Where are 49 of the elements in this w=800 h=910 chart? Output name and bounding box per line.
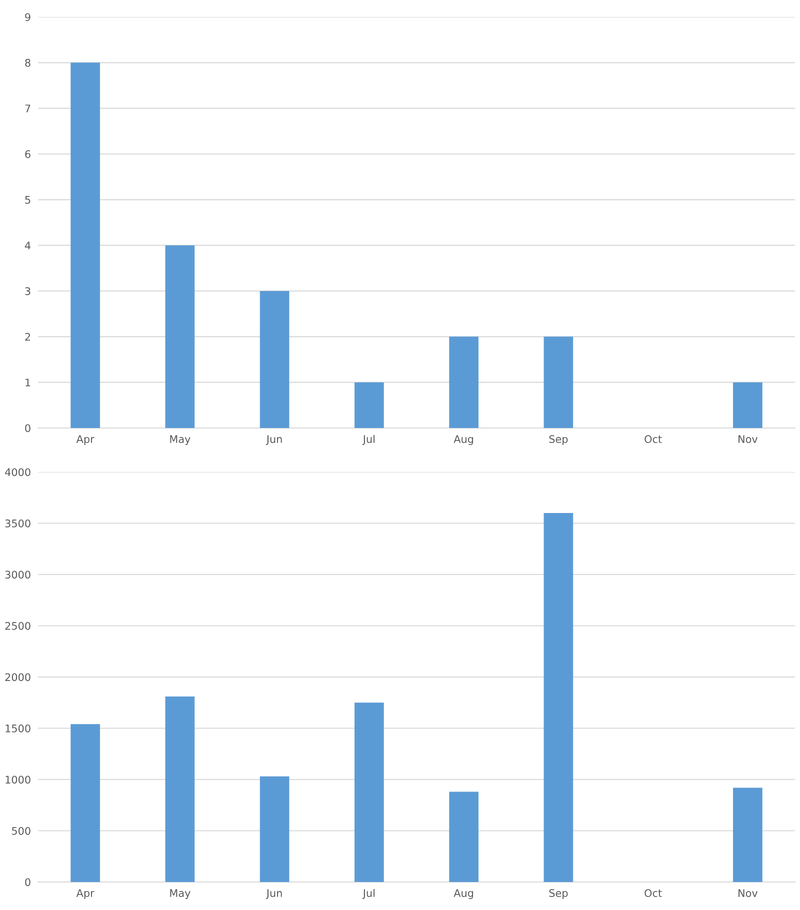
y-tick-label: 3500 <box>5 519 30 528</box>
bar <box>449 336 478 428</box>
x-tick-label: Oct <box>644 435 662 444</box>
y-tick-label: 0 <box>25 424 30 432</box>
x-tick-label: Jun <box>266 435 282 445</box>
x-tick-label: Aug <box>454 435 474 446</box>
y-tick-label: 8 <box>25 58 30 67</box>
y-tick-label: 1000 <box>6 776 30 784</box>
x-tick-label: May <box>170 435 190 446</box>
bar <box>544 513 574 882</box>
y-tick-label: 0 <box>25 878 30 886</box>
x-tick-label: Apr <box>76 889 94 900</box>
y-tick-label: 2500 <box>5 622 30 630</box>
bar <box>733 382 762 428</box>
bar <box>354 702 384 882</box>
bar <box>260 291 290 428</box>
y-tick-label: 2000 <box>5 673 30 682</box>
bar <box>449 792 478 882</box>
bar <box>733 788 762 882</box>
y-tick-label: 3000 <box>5 570 30 579</box>
x-tick-label: Jul <box>362 434 374 445</box>
bar <box>70 62 100 428</box>
y-tick-label: 3 <box>25 287 30 296</box>
x-tick-label: Aug <box>454 889 474 900</box>
bar <box>165 696 195 882</box>
x-tick-label: Apr <box>76 435 94 446</box>
y-tick-label: 4000 <box>5 468 30 476</box>
bar <box>260 776 290 882</box>
y-tick-label: 9 <box>25 13 30 22</box>
y-tick-label: 500 <box>12 826 30 835</box>
y-tick-label: 6 <box>25 150 30 158</box>
y-tick-label: 2 <box>25 332 30 341</box>
x-tick-label: Nov <box>738 889 758 898</box>
x-tick-label: Nov <box>738 435 758 444</box>
x-tick-label: Jun <box>266 889 282 899</box>
x-tick-label: Sep <box>549 435 568 446</box>
y-tick-label: 1500 <box>6 724 30 732</box>
bar <box>70 724 100 882</box>
x-tick-label: Jul <box>362 888 374 899</box>
x-tick-label: May <box>170 889 190 900</box>
y-tick-label: 1 <box>26 378 30 386</box>
y-tick-label: 5 <box>25 196 30 204</box>
x-tick-label: Oct <box>644 889 662 898</box>
bar <box>354 382 384 428</box>
x-tick-label: Sep <box>549 889 568 900</box>
y-tick-label: 4 <box>24 242 30 250</box>
y-tick-label: 7 <box>25 104 30 112</box>
bar <box>165 245 195 428</box>
bar <box>544 336 574 428</box>
